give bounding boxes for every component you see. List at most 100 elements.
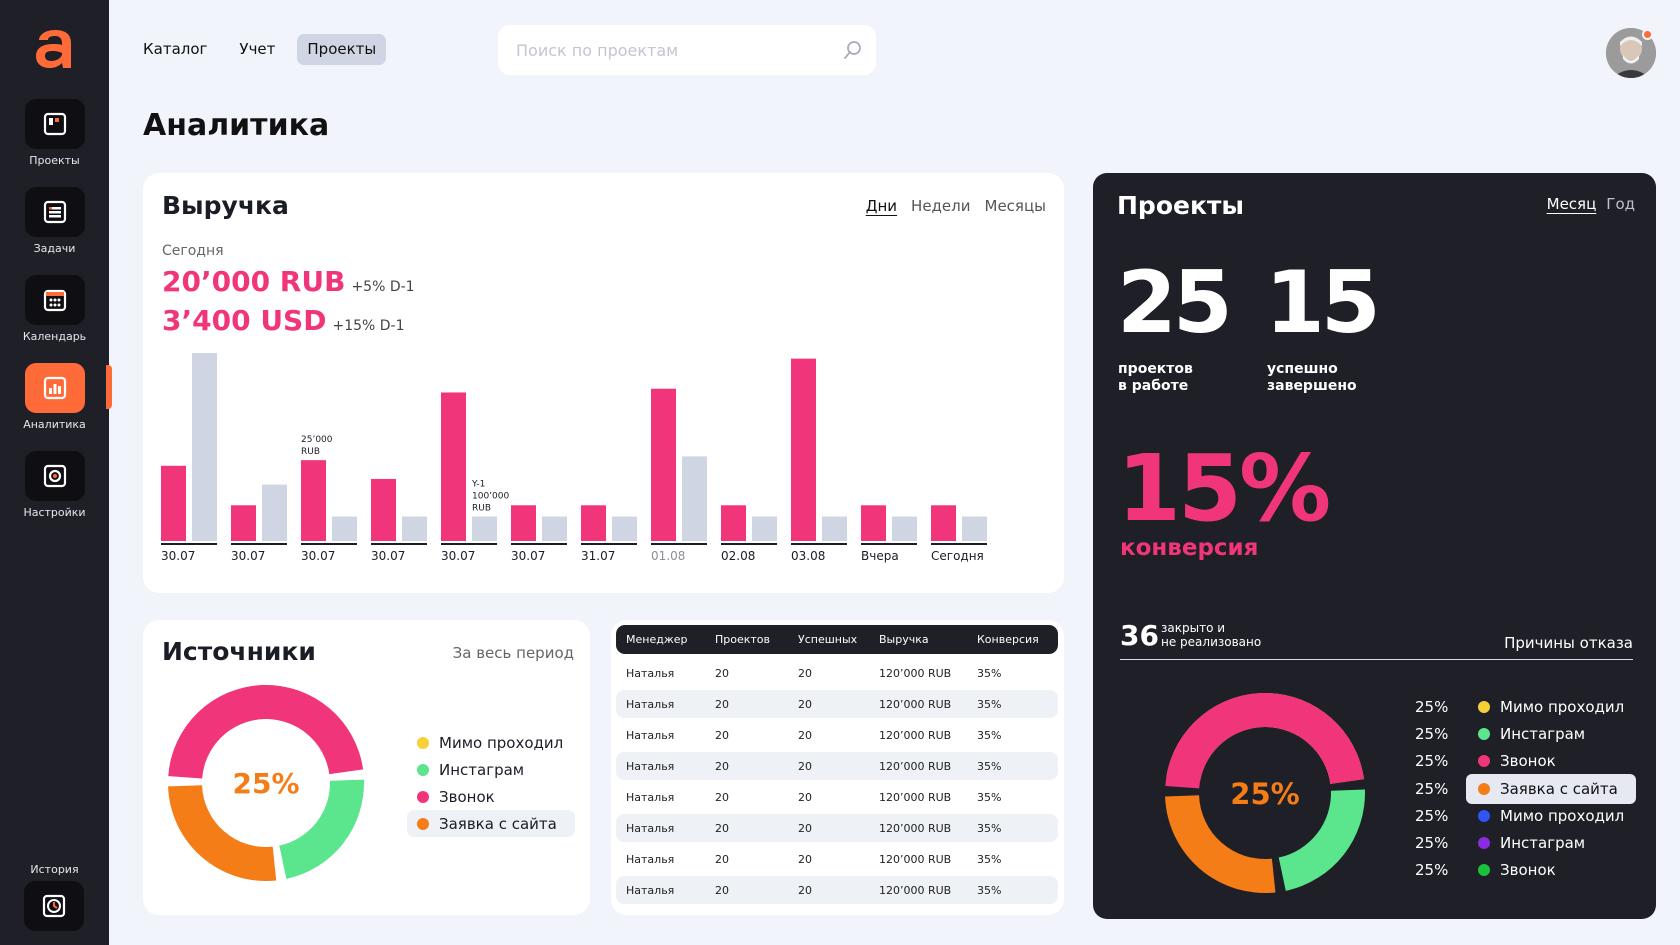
column-header[interactable]: Проектов: [715, 633, 771, 646]
reason-item[interactable]: 25% Мимо проходил: [1411, 693, 1636, 720]
chart-bar[interactable]: [192, 353, 217, 541]
legend-item-walk-by[interactable]: Мимо проходил: [407, 729, 575, 756]
refusal-reasons-link[interactable]: Причины отказа: [1504, 634, 1633, 652]
table-cell: 35%: [977, 666, 1002, 680]
revenue-rub-change: +5% D-1: [351, 279, 415, 295]
table-row[interactable]: Наталья 20 20 120’000 RUB 35%: [616, 814, 1058, 842]
chart-bar[interactable]: [962, 516, 987, 541]
reason-item[interactable]: 25% Инстаграм: [1411, 829, 1636, 856]
legend-item-site-request[interactable]: Заявка с сайта: [407, 810, 575, 837]
sidebar-item-label: Проекты: [29, 154, 80, 167]
chart-bar[interactable]: [721, 505, 746, 541]
reason-item[interactable]: 25% Звонок: [1411, 748, 1636, 775]
table-cell: 20: [798, 790, 812, 804]
x-tick-label: 31.07: [581, 549, 615, 563]
tab-year[interactable]: Год: [1606, 195, 1635, 213]
table-row[interactable]: Наталья 20 20 120’000 RUB 35%: [616, 876, 1058, 904]
chart-bar[interactable]: [581, 505, 606, 541]
chart-bar[interactable]: [892, 516, 917, 541]
donut-segment[interactable]: [168, 785, 277, 881]
column-header[interactable]: Конверсия: [977, 633, 1039, 646]
chart-bar[interactable]: [472, 516, 497, 541]
chart-bar[interactable]: [612, 516, 637, 541]
chart-bar[interactable]: [822, 516, 847, 541]
reason-label: Заявка с сайта: [1500, 779, 1618, 798]
chart-bar[interactable]: [402, 516, 427, 541]
x-tick-label: 30.07: [161, 549, 195, 563]
chart-bar[interactable]: [371, 478, 396, 541]
sidebar-item-tasks[interactable]: Задачи: [0, 187, 109, 255]
chart-bar[interactable]: [861, 505, 886, 541]
table-row[interactable]: Наталья 20 20 120’000 RUB 35%: [616, 659, 1058, 687]
chart-baseline: [511, 543, 567, 545]
chart-baseline: [581, 543, 637, 545]
table-row[interactable]: Наталья 20 20 120’000 RUB 35%: [616, 752, 1058, 780]
column-header[interactable]: Менеджер: [626, 633, 688, 646]
sidebar-item-calendar[interactable]: Календарь: [0, 275, 109, 343]
data-label: Y-1 100’000 RUB: [471, 480, 509, 514]
chart-bar[interactable]: [651, 388, 676, 541]
chart-bar[interactable]: [161, 465, 186, 541]
history-button[interactable]: [24, 881, 84, 931]
tab-weeks[interactable]: Недели: [911, 197, 971, 215]
sidebar-item-analytics[interactable]: Аналитика: [0, 363, 109, 431]
table-row[interactable]: Наталья 20 20 120’000 RUB 35%: [616, 783, 1058, 811]
table-cell: 120’000 RUB: [879, 852, 952, 866]
projects-done-label: успешно завершено: [1267, 361, 1357, 394]
chart-bar[interactable]: [262, 484, 287, 541]
analytics-icon: [24, 363, 85, 413]
tab-days[interactable]: Дни: [865, 197, 898, 215]
chart-bar[interactable]: [441, 392, 466, 541]
table-row[interactable]: Наталья 20 20 120’000 RUB 35%: [616, 690, 1058, 718]
table-row[interactable]: Наталья 20 20 120’000 RUB 35%: [616, 845, 1058, 873]
table-cell: 20: [798, 883, 812, 897]
table-cell: 120’000 RUB: [879, 790, 952, 804]
sources-period[interactable]: За весь период: [452, 644, 574, 662]
chart-bar[interactable]: [301, 460, 326, 541]
history-icon: [42, 894, 66, 918]
legend-dot: [1478, 837, 1490, 850]
column-header[interactable]: Успешных: [798, 633, 858, 646]
legend-item-call[interactable]: Звонок: [407, 783, 575, 810]
table-cell: 20: [715, 697, 729, 711]
x-tick-label: 30.07: [301, 549, 335, 563]
chart-bar[interactable]: [231, 505, 256, 541]
donut-segment[interactable]: [279, 779, 364, 879]
donut-segment[interactable]: [168, 685, 364, 779]
table-cell: 20: [798, 821, 812, 835]
chart-bar[interactable]: [332, 516, 357, 541]
reason-item[interactable]: 25% Звонок: [1411, 857, 1636, 884]
reason-percent: 25%: [1415, 697, 1449, 716]
tab-catalog[interactable]: Каталог: [143, 40, 208, 58]
tab-projects[interactable]: Проекты: [297, 34, 387, 65]
tab-accounting[interactable]: Учет: [239, 40, 276, 58]
managers-table: Менеджер Проектов Успешных Выручка Конве…: [611, 620, 1064, 915]
donut-segment[interactable]: [1165, 693, 1365, 789]
reason-item[interactable]: 25% Инстаграм: [1411, 720, 1636, 747]
donut-segment[interactable]: [1165, 795, 1276, 893]
logo-icon[interactable]: [32, 26, 78, 72]
sidebar-item-settings[interactable]: Настройки: [0, 451, 109, 519]
chart-bar[interactable]: [542, 516, 567, 541]
projects-card: Проекты Месяц Год 25 проектов в работе 1…: [1093, 173, 1656, 919]
tab-months[interactable]: Месяцы: [984, 197, 1047, 215]
table-row[interactable]: Наталья 20 20 120’000 RUB 35%: [616, 721, 1058, 749]
legend-dot: [1478, 782, 1490, 795]
search-icon[interactable]: [842, 39, 864, 61]
reason-item[interactable]: 25% Мимо проходил: [1411, 802, 1636, 829]
chart-bar[interactable]: [511, 505, 536, 541]
chart-bar[interactable]: [931, 505, 956, 541]
tab-month[interactable]: Месяц: [1546, 195, 1597, 213]
chart-bar[interactable]: [682, 456, 707, 541]
donut-segment[interactable]: [1278, 789, 1365, 891]
x-tick-label: 02.08: [721, 549, 755, 563]
column-header[interactable]: Выручка: [879, 633, 929, 646]
reason-item[interactable]: 25% Заявка с сайта: [1411, 773, 1636, 804]
sidebar-item-projects[interactable]: Проекты: [0, 99, 109, 167]
legend-item-instagram[interactable]: Инстаграм: [407, 756, 575, 783]
chart-bar[interactable]: [752, 516, 777, 541]
chart-bar[interactable]: [791, 358, 816, 541]
search-input[interactable]: [516, 25, 836, 75]
table-cell: Наталья: [626, 852, 675, 866]
revenue-usd-value: 3’400 USD: [162, 304, 327, 337]
